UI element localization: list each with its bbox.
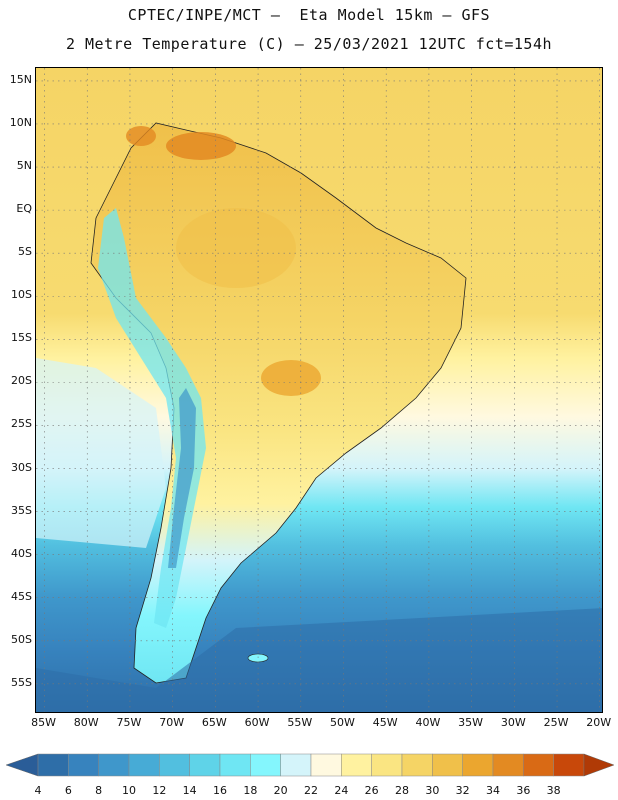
lon-tick-label: 45W	[372, 716, 398, 729]
lon-tick-label: 70W	[159, 716, 185, 729]
lat-tick-label: 25S	[11, 417, 32, 431]
colorbar-tick-label: 30	[425, 784, 440, 797]
map-canvas	[36, 68, 602, 712]
lat-tick-label: 15N	[9, 72, 32, 86]
warm-region-amazon	[176, 208, 296, 288]
lat-tick-label: 35S	[11, 503, 32, 517]
lon-tick-label: 75W	[116, 716, 142, 729]
colorbar-swatch	[68, 753, 99, 777]
map-title-line-1: CPTEC/INPE/MCT – Eta Model 15km – GFS	[127, 6, 491, 24]
colorbar-tick-label: 12	[152, 784, 167, 797]
southern-cold-ocean	[36, 608, 602, 712]
lat-tick-label: 10N	[9, 115, 32, 129]
lon-tick-label: 60W	[244, 716, 270, 729]
colorbar-tick-label: 10	[122, 784, 136, 797]
gridlines	[36, 68, 602, 712]
lat-tick-label: 50S	[11, 632, 32, 646]
colorbar-swatch	[553, 753, 585, 777]
colorbar-swatch	[492, 753, 524, 777]
lon-tick-label: 40W	[415, 716, 441, 729]
lat-tick-label: 55S	[11, 675, 32, 689]
lat-tick-label: 5N	[16, 159, 32, 173]
colorbar-tick-label: 34	[486, 784, 500, 797]
lon-tick-label: 65W	[201, 716, 227, 729]
colorbar-tick-label: 16	[213, 784, 227, 797]
lat-tick-label: 10S	[11, 288, 32, 302]
lon-tick-label: 35W	[458, 716, 484, 729]
colorbar-tick-label: 18	[243, 784, 258, 797]
lon-tick-label: 85W	[31, 716, 56, 729]
colorbar-tick-label: 24	[334, 784, 349, 797]
colorbar-swatch	[280, 753, 312, 777]
colorbar-swatch	[219, 753, 251, 777]
colorbar-swatch	[371, 753, 403, 777]
colorbar-swatch	[341, 753, 372, 777]
lon-tick-label: 55W	[287, 716, 313, 729]
lon-tick-label: 30W	[500, 716, 526, 729]
colorbar-swatch	[98, 753, 130, 777]
colorbar-swatch	[128, 753, 160, 777]
temperature-colorbar	[5, 753, 615, 777]
lat-tick-label: 20S	[11, 374, 32, 388]
colorbar-high-arrow	[583, 753, 615, 777]
colorbar-swatch	[310, 753, 342, 777]
colorbar-tick-label: 26	[364, 784, 379, 797]
colorbar-swatch	[250, 753, 281, 777]
colorbar-swatch	[462, 753, 494, 777]
lat-tick-label: 45S	[11, 589, 32, 603]
colorbar-low-arrow	[5, 753, 39, 777]
lat-tick-label: 30S	[11, 460, 32, 474]
hot-region-central-brazil	[261, 360, 321, 396]
colorbar-swatch	[432, 753, 463, 777]
colorbar-tick-label: 36	[516, 784, 531, 797]
hot-region-colombia	[126, 126, 156, 146]
lat-tick-label: 5S	[18, 245, 32, 259]
andes-core	[168, 388, 196, 568]
colorbar-tick-label: 28	[395, 784, 409, 797]
lon-tick-label: 20W	[586, 716, 612, 729]
hot-region-venezuela	[166, 132, 236, 160]
lat-tick-label: 40S	[11, 546, 32, 560]
lon-tick-label: 25W	[543, 716, 569, 729]
colorbar-swatch	[37, 753, 69, 777]
colorbar-tick-label: 32	[455, 784, 470, 797]
colorbar-tick-label: 38	[546, 784, 561, 797]
map-title-line-2: 2 Metre Temperature (C) – 25/03/2021 12U…	[65, 35, 553, 53]
lat-tick-label: 15S	[11, 331, 32, 345]
colorbar-swatch	[523, 753, 554, 777]
temperature-map	[35, 67, 603, 713]
colorbar-tick-label: 4	[34, 784, 42, 797]
colorbar-tick-label: 14	[182, 784, 197, 797]
colorbar-swatch	[189, 753, 221, 777]
colorbar-tick-label: 8	[95, 784, 103, 797]
lon-tick-label: 80W	[73, 716, 99, 729]
colorbar-tick-label: 20	[273, 784, 288, 797]
lon-tick-label: 50W	[330, 716, 355, 729]
colorbar-tick-label: 22	[304, 784, 318, 797]
colorbar-swatch	[159, 753, 190, 777]
colorbar-swatch	[401, 753, 433, 777]
lat-tick-label: EQ	[16, 202, 32, 216]
pacific-cool-band	[36, 358, 166, 548]
colorbar-tick-label: 6	[64, 784, 72, 797]
